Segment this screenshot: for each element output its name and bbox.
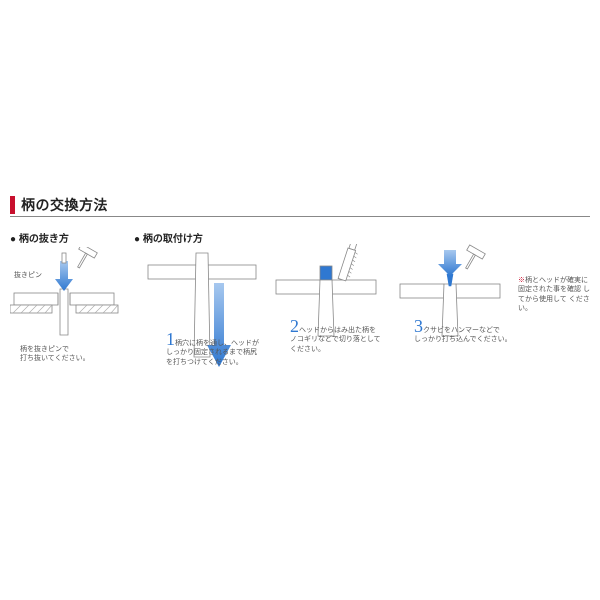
section-accent-bar <box>10 196 15 214</box>
panel-remove-figure <box>10 247 130 357</box>
panel-remove: 柄の抜き方 <box>10 230 130 364</box>
arrow-down-icon <box>438 250 462 276</box>
panel-step1-title: 柄の取付け方 <box>134 230 264 245</box>
saw-icon <box>338 244 361 282</box>
panel-step2-caption: 2ヘッドからはみ出た柄を ノコギリなどで切り落として ください。 <box>290 326 390 354</box>
arrow-down-icon <box>55 261 73 291</box>
hammer-icon <box>459 245 486 273</box>
panel-remove-title: 柄の抜き方 <box>10 230 130 245</box>
panel-step1-caption: 1柄穴に柄を通し、ヘッドが しっかり固定されるまで柄尻 を打ちつけてください。 <box>166 339 264 367</box>
pin-label: 抜きピン <box>14 270 42 280</box>
panel-remove-caption: 柄を抜きピンで 打ち抜いてください。 <box>20 345 130 364</box>
panel-step2: 2ヘッドからはみ出た柄を ノコギリなどで切り落として ください。 <box>270 230 390 354</box>
panels-row: 柄の抜き方 <box>10 230 590 367</box>
hammer-icon <box>71 247 98 272</box>
section-title: 柄の交換方法 <box>21 195 108 215</box>
note-text: ※柄とヘッドが確実に 固定された事を確認 してから使用して ください。 <box>518 276 590 314</box>
panel-note: ※柄とヘッドが確実に 固定された事を確認 してから使用して ください。 <box>518 230 590 314</box>
section-rule <box>10 216 590 217</box>
panel-step3: 3クサビをハンマーなどで しっかり打ち込んでください。 <box>394 230 514 345</box>
panel-step1: 柄の取付け方 1柄穴に柄を通し、ヘ <box>134 230 264 367</box>
panel-step3-caption: 3クサビをハンマーなどで しっかり打ち込んでください。 <box>414 326 514 345</box>
pin-icon <box>62 253 66 263</box>
